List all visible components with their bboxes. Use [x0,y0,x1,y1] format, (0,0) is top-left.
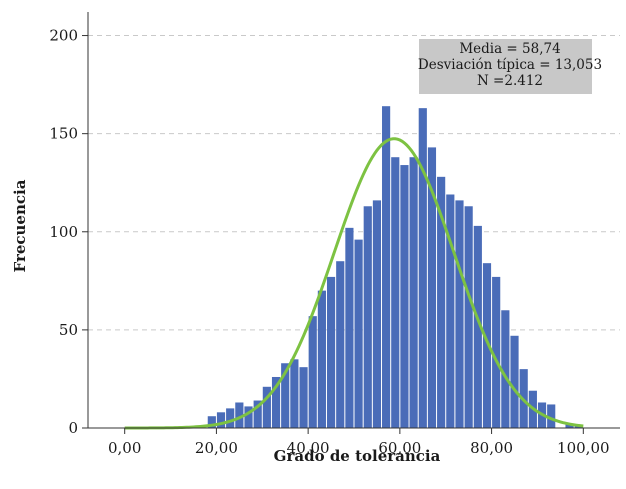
histogram-bar [455,200,464,428]
y-tick-label: 150 [49,125,78,143]
histogram-bar [345,227,354,428]
histogram-bar [290,359,299,428]
histogram-bar [216,412,226,428]
stats-mean: Media = 58,74 [459,41,560,57]
x-tick-label: 0,00 [108,439,141,457]
x-tick-label: 20,00 [195,439,238,457]
histogram-bar [235,402,244,428]
histogram-bar [473,225,482,428]
x-tick-label: 80,00 [470,439,513,457]
histogram-bar [363,206,372,428]
histogram-bar [400,165,409,428]
histogram-bar [565,424,574,428]
histogram-bar [372,200,382,428]
normal-curve [124,137,584,430]
histogram-bar [492,276,501,428]
stats-sd: Desviación típica = 13,053 [418,57,602,73]
histogram-bar [510,335,519,428]
histogram-bar [244,406,253,428]
histogram-bar [281,363,290,428]
histogram-bar [501,310,510,428]
histogram-bar [271,376,281,428]
y-tick-label: 100 [49,223,78,241]
stats-n: N =2.412 [477,73,543,89]
histogram-bar [418,108,427,428]
stats-box-background [419,39,592,94]
histogram-bar [382,106,391,428]
y-axis-title: Frecuencia [11,179,29,272]
axes [87,12,620,429]
x-tick-label: 40,00 [287,439,330,457]
histogram-bar [336,261,345,428]
histogram-bar [354,239,363,428]
y-tick-label: 0 [68,419,78,437]
y-axis-ticks: 0 50 100 150 200 [49,27,88,437]
histogram-bar [547,404,556,428]
x-tick-label: 60,00 [378,439,421,457]
x-tick-label: 100,00 [557,439,610,457]
histogram-bar [482,263,492,428]
x-axis-title: Grado de tolerancia [274,447,441,465]
x-axis-ticks: 0,00 20,00 40,00 60,00 80,00 100,00 [108,428,610,457]
y-tick-label: 200 [49,27,78,45]
histogram-bar [226,408,235,428]
stats-box: Media = 58,74 Desviación típica = 13,053… [418,39,602,94]
histogram-bar [326,276,336,428]
y-tick-label: 50 [59,321,78,339]
histogram-bar [262,386,271,428]
histogram-bar [464,206,473,428]
histogram-bar [308,316,317,428]
histogram-bar [317,290,326,428]
histogram-bar [437,176,446,428]
histogram-bar [409,157,418,428]
histogram-bar [446,194,455,428]
histogram-bars [207,106,583,428]
histogram-bar [391,157,400,428]
histogram-bar [253,400,262,428]
histogram-bar [299,367,308,428]
grid-lines [88,35,620,331]
histogram-bar [427,147,437,428]
histogram-bar [207,416,216,428]
